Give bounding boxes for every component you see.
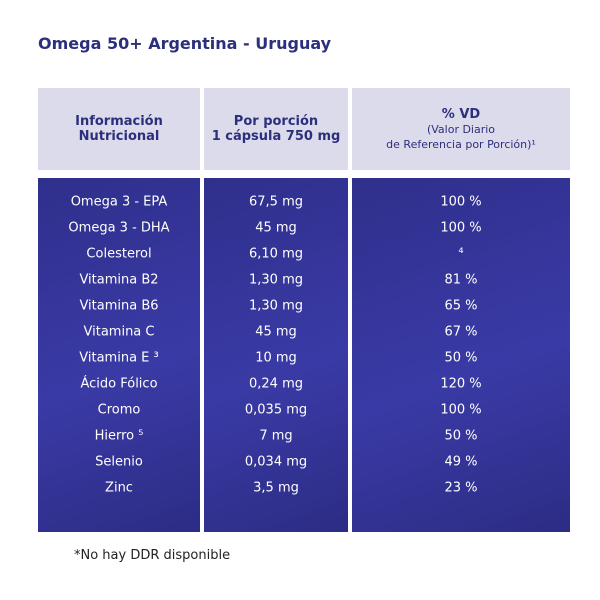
table-cell: Cromo <box>97 402 141 418</box>
column-background <box>352 178 570 532</box>
header-text: Por porción <box>233 114 319 129</box>
column-background <box>38 178 200 532</box>
column-background <box>204 178 348 532</box>
table-cell: Zinc <box>105 480 133 496</box>
table-cell: 1,30 mg <box>249 298 303 314</box>
footnote: *No hay DDR disponible <box>74 548 231 563</box>
header-text: Nutricional <box>78 129 160 144</box>
table-cell: 100 % <box>440 220 482 236</box>
header-text: % VD <box>441 106 481 122</box>
title: Omega 50+ Argentina - Uruguay <box>38 34 332 53</box>
header-cell: Por porción 1 cápsula 750 mg <box>204 88 348 170</box>
table-cell: 50 % <box>444 350 478 366</box>
header-cell: Información Nutricional <box>38 88 200 170</box>
table-cell: Vitamina B6 <box>79 298 159 314</box>
table-cell: 0,034 mg <box>244 454 308 470</box>
table-cell: Vitamina E ³ <box>79 350 159 366</box>
header-cell: % VD (Valor Diario de Referencia por Porci… <box>352 88 570 170</box>
header-text: Información <box>75 114 163 129</box>
table-cell: 10 mg <box>255 350 297 366</box>
table-cell: Hierro ⁵ <box>94 428 144 444</box>
table-cell: Ácido Fólico <box>80 376 158 392</box>
table-cell: 0,035 mg <box>244 402 308 418</box>
table-cell: Colesterol <box>86 246 152 262</box>
table-cell: 6,10 mg <box>249 246 303 262</box>
table-cell: 49 % <box>444 454 478 470</box>
table-cell: 50 % <box>444 428 478 444</box>
table-cell: Omega 3 - DHA <box>68 220 170 236</box>
table-cell: Omega 3 - EPA <box>70 194 168 210</box>
header-text: 1 cápsula 750 mg <box>211 129 341 144</box>
table-cell: 67 % <box>444 324 478 340</box>
table-cell: 65 % <box>444 298 478 314</box>
table-cell: 1,30 mg <box>249 272 303 288</box>
table-cell: Selenio <box>95 454 143 470</box>
table-cell: 45 mg <box>255 324 297 340</box>
table-cell: 81 % <box>444 272 478 288</box>
table-cell: 3,5 mg <box>253 480 299 496</box>
table-cell: Vitamina B2 <box>79 272 159 288</box>
table-cell: 100 % <box>440 194 482 210</box>
table-cell: 0,24 mg <box>249 376 303 392</box>
table-cell: 23 % <box>444 480 478 496</box>
table-cell: 100 % <box>440 402 482 418</box>
table-cell: 7 mg <box>259 428 293 444</box>
table-cell: 67,5 mg <box>249 194 303 210</box>
header-text: (Valor Diario <box>426 122 496 136</box>
table-cell: 120 % <box>440 376 482 392</box>
header-text: de Referencia por Porción)¹ <box>386 137 536 151</box>
table-cell: Vitamina C <box>83 324 155 340</box>
table-cell: 45 mg <box>255 220 297 236</box>
table-cell: ⁴ <box>458 246 464 262</box>
